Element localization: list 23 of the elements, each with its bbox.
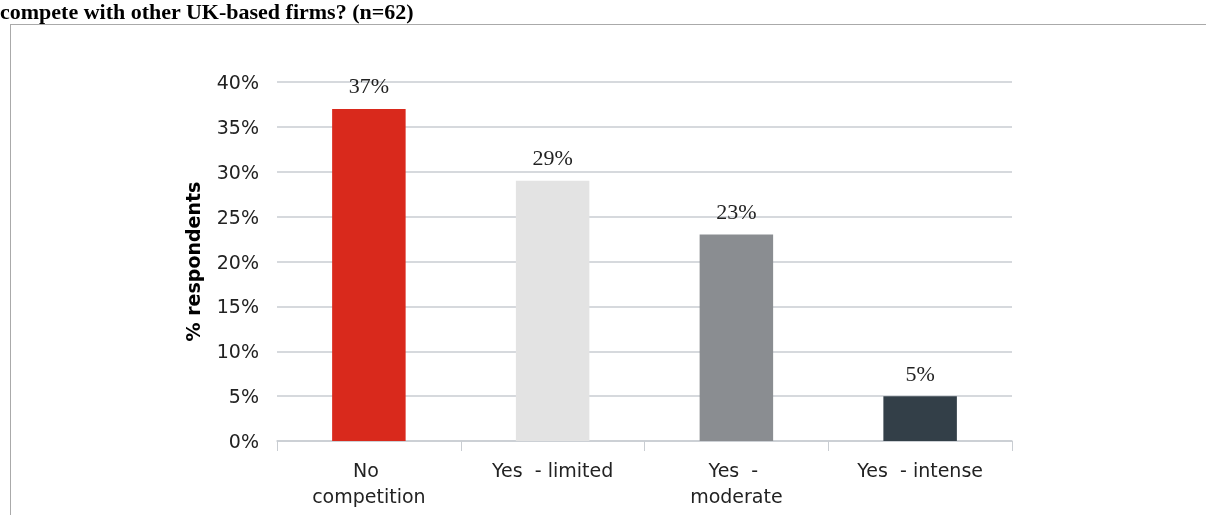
data-label: 29% [532, 145, 573, 171]
x-tick-label: Yes - intense [856, 459, 983, 481]
bar [332, 108, 406, 441]
y-axis-title: % respondents [181, 181, 204, 342]
chart-title: compete with other UK-based firms? (n=62) [0, 0, 414, 24]
x-tick-label: Yes - moderate [690, 459, 783, 507]
data-label: 5% [905, 360, 935, 386]
y-tick-label: 35% [216, 115, 259, 138]
data-label: 37% [348, 73, 390, 99]
y-tick-label: 10% [216, 340, 259, 363]
y-tick-label: 40% [216, 71, 259, 93]
y-tick-label: 25% [216, 205, 259, 228]
bar [699, 234, 774, 441]
y-tick-label: 20% [216, 250, 259, 273]
y-tick-label: 15% [216, 295, 259, 318]
bar [883, 396, 957, 441]
bar [515, 180, 590, 441]
y-tick-label: 0% [228, 430, 259, 452]
x-tick-label: Yes - limited [491, 459, 614, 481]
data-label: 23% [716, 199, 757, 225]
x-tick-label: No competition [312, 459, 426, 507]
y-tick-label: 5% [228, 385, 259, 408]
y-tick-label: 30% [216, 160, 259, 183]
